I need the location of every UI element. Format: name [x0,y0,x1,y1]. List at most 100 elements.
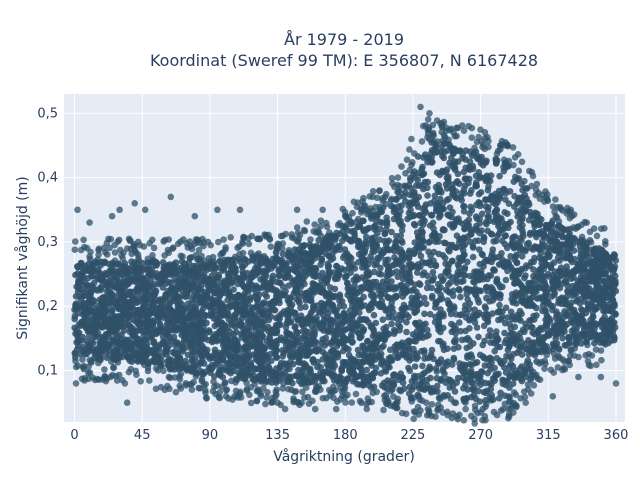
data-point [80,289,88,296]
data-point [296,359,304,366]
data-point [300,250,308,258]
data-point [496,226,504,234]
data-point [349,364,357,372]
data-point [381,336,388,344]
data-point [285,282,293,289]
data-point [369,241,377,249]
data-point [354,243,362,251]
data-point [396,323,404,331]
data-point [565,232,573,240]
data-point [405,181,413,189]
data-point [473,324,481,331]
data-point [476,351,484,359]
data-point [93,318,101,326]
data-point [475,333,482,341]
data-point [190,271,198,278]
data-point [523,240,531,248]
data-point [226,328,233,335]
data-point [362,227,370,234]
data-point [472,181,480,189]
data-point [233,306,241,313]
data-point [494,291,502,298]
data-point [494,308,501,316]
data-point [466,163,474,171]
data-point [571,309,578,317]
data-point [515,374,523,381]
data-point [568,327,576,335]
data-point [440,276,447,283]
data-point [534,328,541,336]
data-point [354,346,362,354]
data-point [202,368,209,376]
data-point [334,243,342,250]
data-point [593,257,601,265]
data-point [601,337,609,344]
data-point [107,268,114,275]
data-point [449,190,457,197]
data-point [473,222,480,230]
data-point [218,311,225,318]
data-point [417,252,425,260]
data-point [226,360,234,368]
data-point [470,391,478,399]
data-point [244,324,251,331]
data-point [135,356,143,364]
data-point [420,269,428,276]
data-point [225,316,232,323]
data-point [485,183,492,190]
data-point [154,317,162,324]
data-point [504,210,511,217]
data-point [321,342,329,349]
data-point [172,338,179,346]
data-point [528,339,536,347]
data-point [319,371,327,379]
data-point [516,290,524,297]
data-point [446,306,454,314]
data-point [273,329,280,337]
data-point [331,292,339,300]
data-point [327,284,334,291]
data-point [365,378,373,385]
data-point [545,331,552,338]
data-point [580,330,587,337]
data-point [297,346,305,353]
data-point [390,382,398,389]
data-point [522,340,530,348]
data-point [359,254,366,262]
data-point [126,357,134,365]
data-point [509,313,516,320]
data-point [531,219,538,227]
data-point [339,326,346,333]
data-point [267,260,274,268]
data-point [89,346,97,353]
data-point [444,288,452,295]
data-point [231,315,238,322]
data-point [184,351,192,359]
data-point [446,159,453,167]
data-point [329,365,337,373]
data-point [358,351,366,359]
data-point [81,279,88,286]
data-point [480,311,488,319]
data-points [71,103,620,427]
data-point [419,237,427,245]
data-point [521,328,528,336]
data-point [344,279,351,287]
data-point [495,187,503,195]
data-point [357,284,364,292]
data-point [408,377,416,385]
data-point [175,358,183,365]
data-point [197,367,204,375]
data-point [456,364,464,372]
data-point [495,395,503,402]
data-point [339,358,347,366]
data-point [163,325,171,332]
data-point [490,266,497,274]
data-point [601,252,609,259]
data-point [341,317,348,325]
data-point [211,281,218,289]
data-point [459,374,467,381]
data-point [514,349,521,357]
data-point [489,285,496,293]
data-point [179,343,187,350]
